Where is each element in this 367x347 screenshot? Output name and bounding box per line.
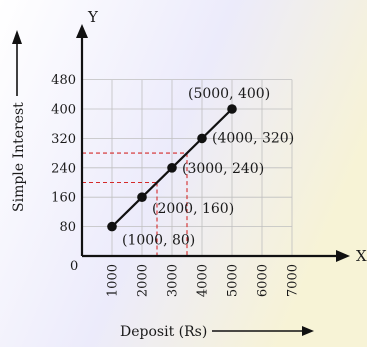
- y-axis-arrow: [76, 24, 88, 38]
- data-point-2: [137, 192, 147, 202]
- tick-labels: 0 80 160 240 320 400 480 1000 2000 3000 4000 5000 60…: [51, 73, 300, 297]
- x-tick-label-4: 4000: [196, 264, 211, 297]
- y-axis-title-arrow-head: [12, 30, 22, 44]
- series: [107, 104, 237, 232]
- x-tick-label-1: 1000: [106, 264, 121, 297]
- x-axis-title: Deposit (Rs): [120, 324, 207, 340]
- x-tick-label-5: 5000: [226, 264, 241, 297]
- y-tick-label-3: 240: [51, 161, 76, 176]
- y-tick-label-5: 400: [51, 103, 76, 118]
- y-tick-label-2: 160: [51, 191, 76, 206]
- axis-titles: X Y Deposit (Rs) Simple Interest: [11, 8, 367, 340]
- y-axis-title: Simple Interest: [11, 102, 27, 212]
- data-label-2: (2000, 160): [152, 201, 234, 217]
- origin-label: 0: [70, 259, 78, 274]
- y-tick-label-4: 320: [51, 132, 76, 147]
- x-tick-label-7: 7000: [286, 264, 301, 297]
- data-label-1: (1000, 80): [122, 233, 195, 249]
- x-axis-title-arrow-head: [302, 326, 314, 336]
- x-tick-label-2: 2000: [136, 264, 151, 297]
- data-label-3: (3000, 240): [182, 161, 264, 177]
- data-point-1: [107, 221, 117, 232]
- y-tick-label-1: 80: [59, 220, 76, 235]
- data-point-5: [227, 104, 237, 114]
- data-label-4: (4000, 320): [212, 130, 294, 146]
- x-axis-letter: X: [356, 247, 367, 265]
- axes: [76, 24, 350, 262]
- data-label-5: (5000, 400): [188, 86, 270, 102]
- x-axis-arrow: [336, 250, 350, 262]
- x-tick-label-3: 3000: [166, 264, 181, 297]
- point-labels: (1000, 80) (2000, 160) (3000, 240) (4000, 3…: [122, 86, 294, 249]
- x-tick-label-6: 6000: [256, 264, 271, 297]
- data-point-4: [197, 133, 207, 144]
- guide-lines: [82, 152, 188, 256]
- y-axis-letter: Y: [87, 8, 99, 26]
- data-point-3: [167, 163, 177, 173]
- y-tick-label-6: 480: [51, 73, 76, 88]
